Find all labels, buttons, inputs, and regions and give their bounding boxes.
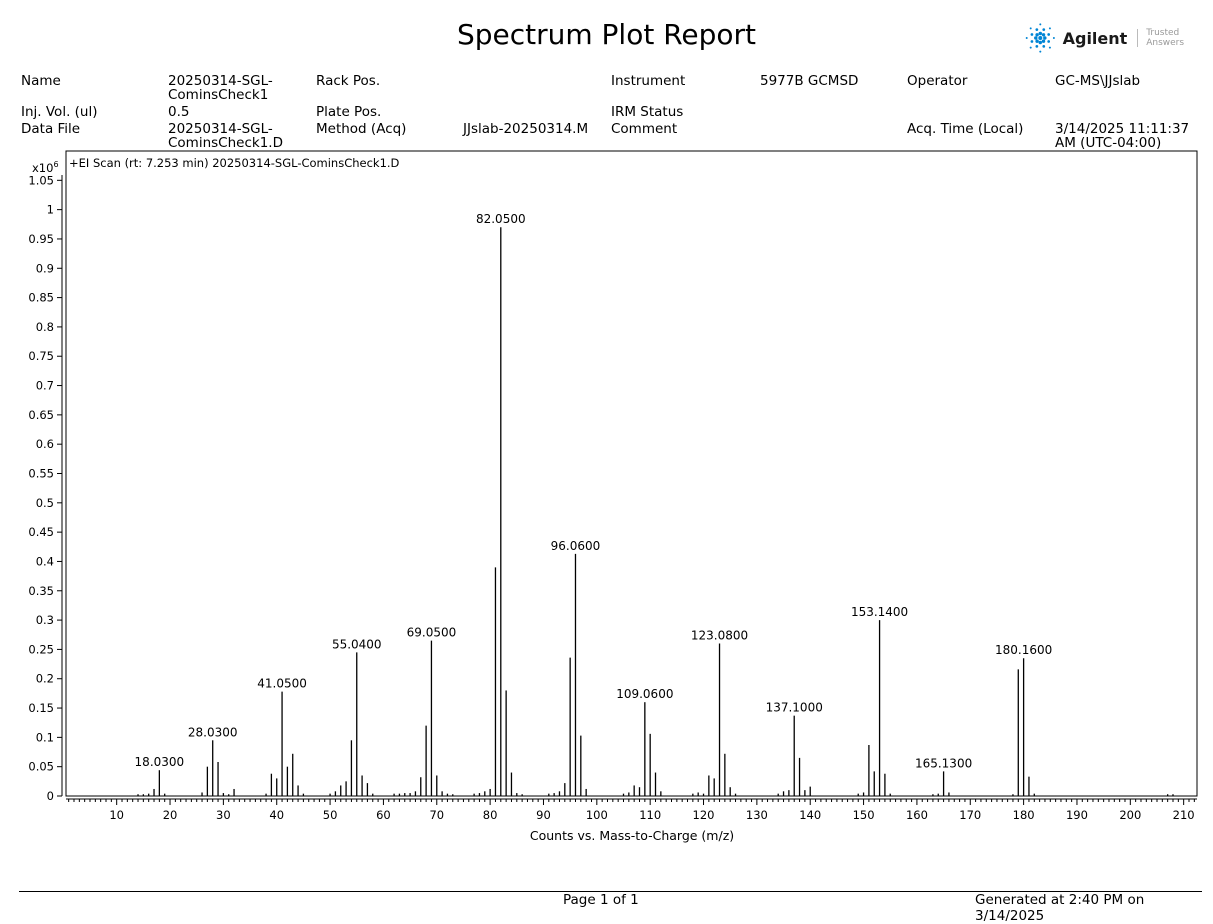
acqtime-label: Acq. Time (Local) <box>907 121 1024 137</box>
injvol-value: 0.5 <box>168 104 190 120</box>
y-tick-label: 0.65 <box>28 408 54 422</box>
x-tick-label: 30 <box>216 808 231 822</box>
logo-name: Agilent <box>1062 28 1128 48</box>
x-tick-label: 50 <box>323 808 338 822</box>
name-label: Name <box>21 73 61 89</box>
x-tick-label: 150 <box>853 808 875 822</box>
y-tick-label: 0.45 <box>28 525 54 539</box>
x-tick-label: 100 <box>586 808 608 822</box>
datafile-label: Data File <box>21 121 81 137</box>
x-tick-label: 210 <box>1173 808 1195 822</box>
y-tick-label: 0.3 <box>36 613 54 627</box>
y-multiplier: x106 <box>32 160 59 175</box>
peak-label: 69.0500 <box>407 626 457 640</box>
logo-tagline: Trusted Answers <box>1146 28 1185 48</box>
peak-label: 109.0600 <box>616 687 673 701</box>
agilent-spark-icon <box>1025 23 1055 53</box>
peak-labels: 18.0300 28.0300 41.0500 55.0400 69.0500 82.05… <box>135 212 1053 770</box>
y-tick-label: 0.35 <box>28 584 54 598</box>
y-tick-label: 0.7 <box>36 379 54 393</box>
x-tick-label: 110 <box>639 808 661 822</box>
rack-label: Rack Pos. <box>316 73 381 89</box>
x-tick-label: 160 <box>906 808 928 822</box>
y-tick-label: 0.1 <box>36 730 54 744</box>
comment-label: Comment <box>611 121 678 137</box>
y-tick-label: 0.75 <box>28 349 54 363</box>
x-tick-label: 90 <box>536 808 551 822</box>
y-tick-label: 0.6 <box>36 437 54 451</box>
method-label: Method (Acq) <box>316 121 407 137</box>
y-tick-label: 0.95 <box>28 232 54 246</box>
peak-label: 165.1300 <box>915 756 972 770</box>
page-number: Page 1 of 1 <box>563 892 639 908</box>
x-tick-label: 70 <box>429 808 444 822</box>
irm-label: IRM Status <box>611 104 684 120</box>
y-tick-label: 0.05 <box>28 760 54 774</box>
instrument-label: Instrument <box>611 73 686 89</box>
report-title: Spectrum Plot Report <box>456 18 757 51</box>
agilent-logo: Agilent Trusted Answers <box>1024 18 1213 58</box>
peak-label: 41.0500 <box>257 677 307 691</box>
y-tick-label: 0.55 <box>28 467 54 481</box>
peak-label: 123.0800 <box>691 629 748 643</box>
plate-label: Plate Pos. <box>316 104 382 120</box>
y-tick-label: 0.5 <box>36 496 54 510</box>
peak-label: 55.0400 <box>332 637 382 651</box>
plot-frame <box>65 150 1198 797</box>
y-tick-label: 0.25 <box>28 642 54 656</box>
peak-label: 153.1400 <box>851 605 908 619</box>
y-tick-label: 0.2 <box>36 672 54 686</box>
y-tick-label: 0.8 <box>36 320 54 334</box>
injvol-label: Inj. Vol. (ul) <box>21 104 98 120</box>
x-tick-label: 10 <box>109 808 124 822</box>
x-tick-label: 60 <box>376 808 391 822</box>
x-axis: 10 20 30 40 50 60 70 80 90 100 110 120 130 140 150 160 1… <box>66 798 1197 822</box>
y-tick-label: 0.15 <box>28 701 54 715</box>
x-tick-label: 200 <box>1119 808 1141 822</box>
peak-label: 96.0600 <box>551 539 601 553</box>
x-tick-label: 40 <box>269 808 284 822</box>
x-tick-label: 170 <box>959 808 981 822</box>
x-tick-label: 190 <box>1066 808 1088 822</box>
method-value: JJslab-20250314.M <box>463 121 589 137</box>
instrument-value: 5977B GCMSD <box>760 73 859 89</box>
logo-divider <box>1137 29 1139 47</box>
x-axis-label: Counts vs. Mass-to-Charge (m/z) <box>530 828 734 843</box>
generated-timestamp: Generated at 2:40 PM on 3/14/2025 <box>975 892 1145 924</box>
x-tick-label: 140 <box>799 808 821 822</box>
peak-label: 137.1000 <box>766 701 823 715</box>
y-tick-label: 0.85 <box>28 291 54 305</box>
footer-divider <box>19 891 1202 892</box>
y-tick-label: 1 <box>47 203 54 217</box>
chart-title: +EI Scan (rt: 7.253 min) 20250314-SGL-Co… <box>69 156 400 170</box>
y-tick-label: 1.05 <box>28 173 54 187</box>
x-tick-label: 130 <box>746 808 768 822</box>
x-tick-label: 180 <box>1013 808 1035 822</box>
y-tick-label: 0 <box>47 789 54 803</box>
y-tick-label: 0.9 <box>36 261 54 275</box>
x-tick-label: 20 <box>163 808 178 822</box>
peak-label: 18.0300 <box>135 755 185 769</box>
peak-label: 28.0300 <box>188 725 238 739</box>
spectrum-bars <box>137 227 1174 796</box>
operator-label: Operator <box>907 73 968 89</box>
peak-label: 82.0500 <box>476 212 526 226</box>
x-tick-label: 80 <box>483 808 498 822</box>
y-tick-label: 0.4 <box>36 554 54 568</box>
y-axis: 0 0.05 0.1 0.15 0.2 0.25 0.3 0.35 0.4 0.45 0.5 0.55… <box>28 173 63 803</box>
name-value: 20250314-SGL- CominsCheck1 <box>168 73 273 103</box>
peak-label: 180.1600 <box>995 643 1052 657</box>
datafile-value: 20250314-SGL- CominsCheck1.D <box>168 121 283 151</box>
operator-value: GC-MS\JJslab <box>1055 73 1141 89</box>
spectrum-chart: x106 +EI Scan (rt: 7.253 min) 20250314-S… <box>28 150 1198 843</box>
acqtime-value: 3/14/2025 11:11:37 AM (UTC-04:00) <box>1055 121 1190 151</box>
x-tick-label: 120 <box>693 808 715 822</box>
